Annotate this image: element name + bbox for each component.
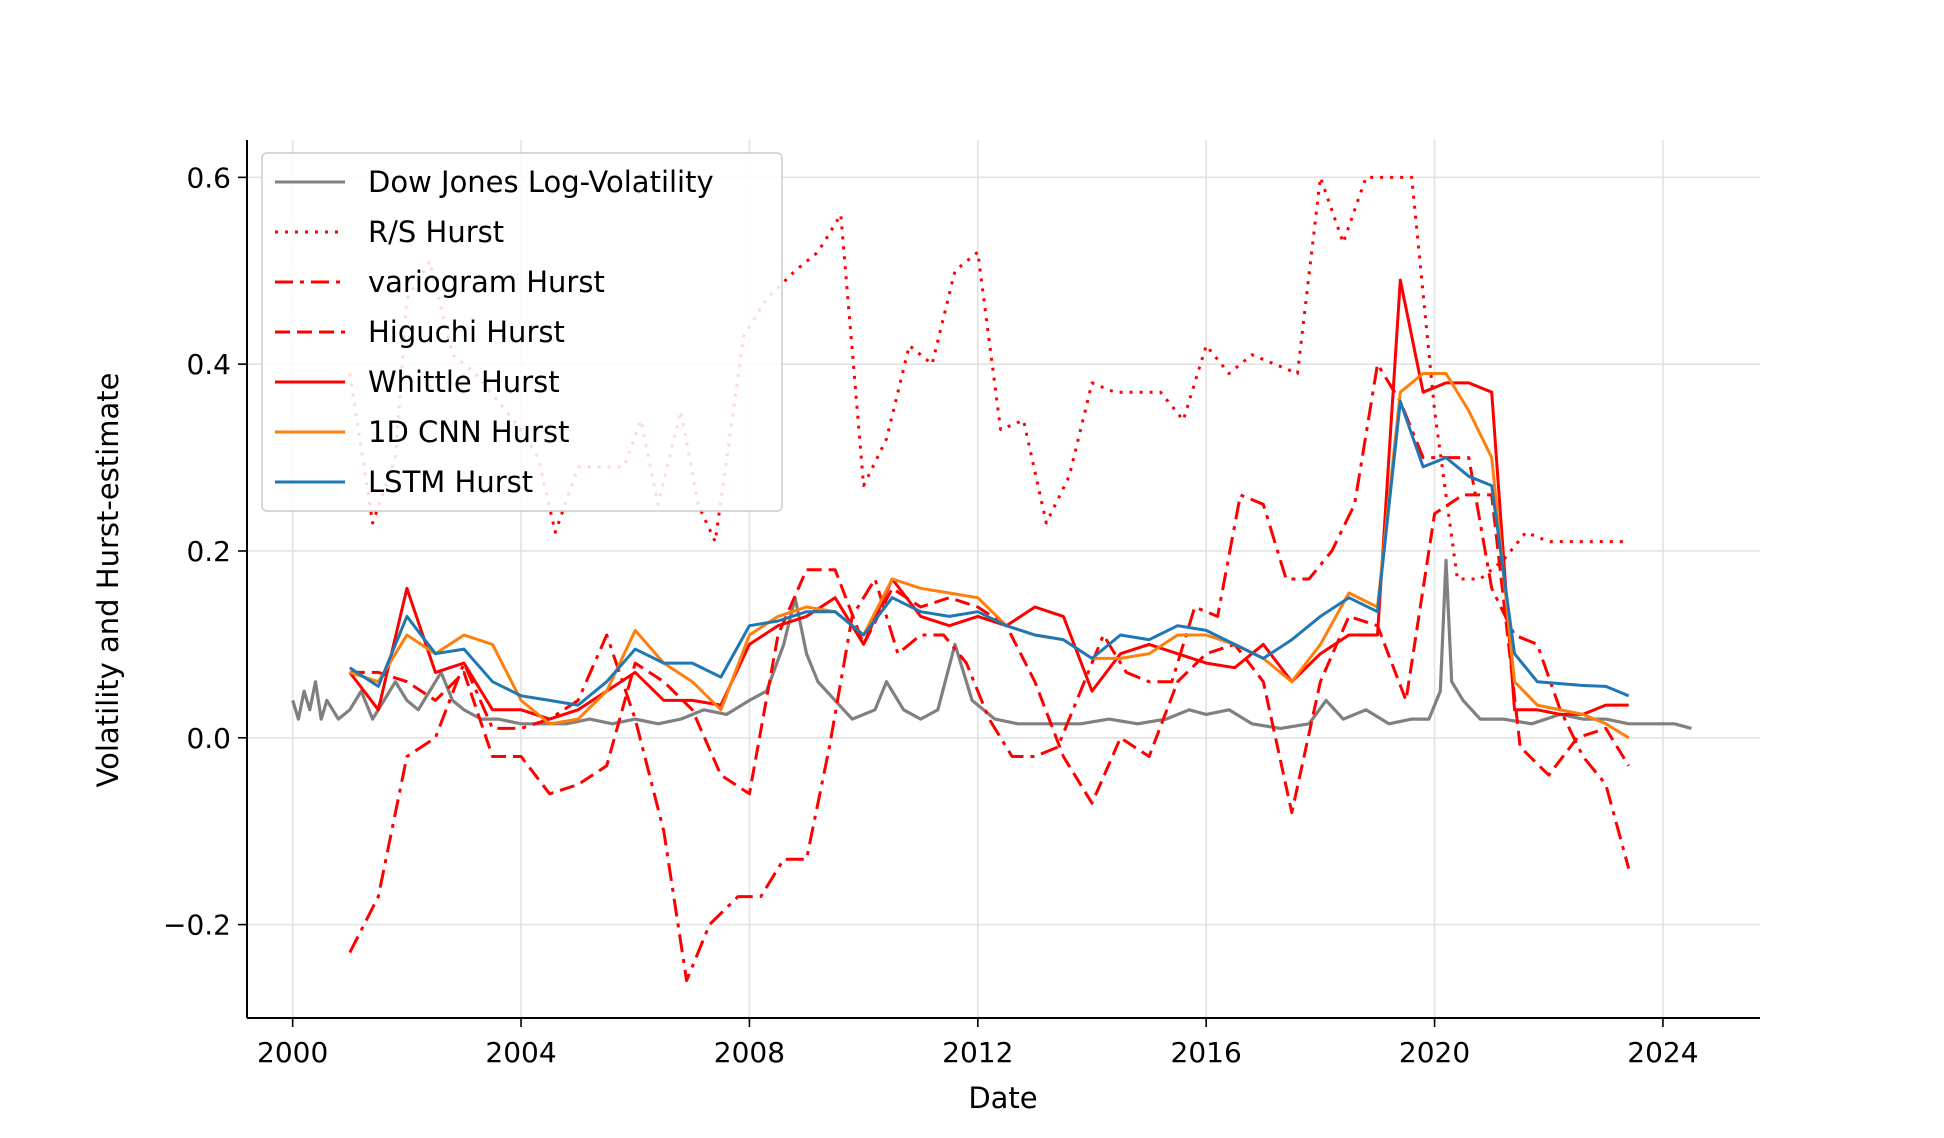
- y-tick-label: 0.4: [186, 348, 231, 381]
- x-tick-label: 2008: [714, 1036, 785, 1069]
- series-line-variogram-hurst: [348, 362, 1631, 983]
- legend-items: Dow Jones Log-Volatility R/S Hurst variogr…: [275, 165, 714, 499]
- series-layer: [291, 175, 1692, 983]
- legend-label: Dow Jones Log-Volatility: [368, 165, 714, 199]
- legend-box: [261, 152, 783, 512]
- series-line-dow-jones-log-volatility: [291, 558, 1692, 731]
- legend-label: variogram Hurst: [368, 265, 605, 299]
- y-axis-label: Volatility and Hurst-estimate: [91, 373, 125, 788]
- x-tick-label: 2024: [1627, 1036, 1698, 1069]
- x-tick-label: 2016: [1171, 1036, 1242, 1069]
- legend-label: R/S Hurst: [368, 215, 504, 249]
- legend-label: Whittle Hurst: [368, 365, 560, 399]
- x-tick-label: 2004: [485, 1036, 556, 1069]
- series-line-lstm-hurst: [348, 400, 1630, 707]
- ticks-layer: 2000 2004 2008 2012 2016 2020 2024 −0.2 0.0 0.2 0.…: [163, 161, 1699, 1069]
- legend-label: Higuchi Hurst: [368, 315, 565, 349]
- y-tick-label: −0.2: [163, 909, 231, 942]
- y-tick-label: 0.6: [186, 161, 231, 194]
- y-tick-label: 0.0: [186, 722, 231, 755]
- y-tick-label: 0.2: [186, 535, 231, 568]
- series-line-higuchi-hurst: [349, 493, 1630, 814]
- legend-label: 1D CNN Hurst: [368, 415, 569, 449]
- x-tick-label: 2012: [942, 1036, 1013, 1069]
- legend: Dow Jones Log-Volatility R/S Hurst variogr…: [261, 152, 783, 512]
- axes-layer: [246, 140, 1760, 1019]
- series-line-whittle-hurst: [348, 278, 1629, 721]
- x-tick-label: 2020: [1399, 1036, 1470, 1069]
- legend-label: LSTM Hurst: [368, 465, 533, 499]
- x-tick-label: 2000: [257, 1036, 328, 1069]
- x-axis-label: Date: [968, 1081, 1037, 1115]
